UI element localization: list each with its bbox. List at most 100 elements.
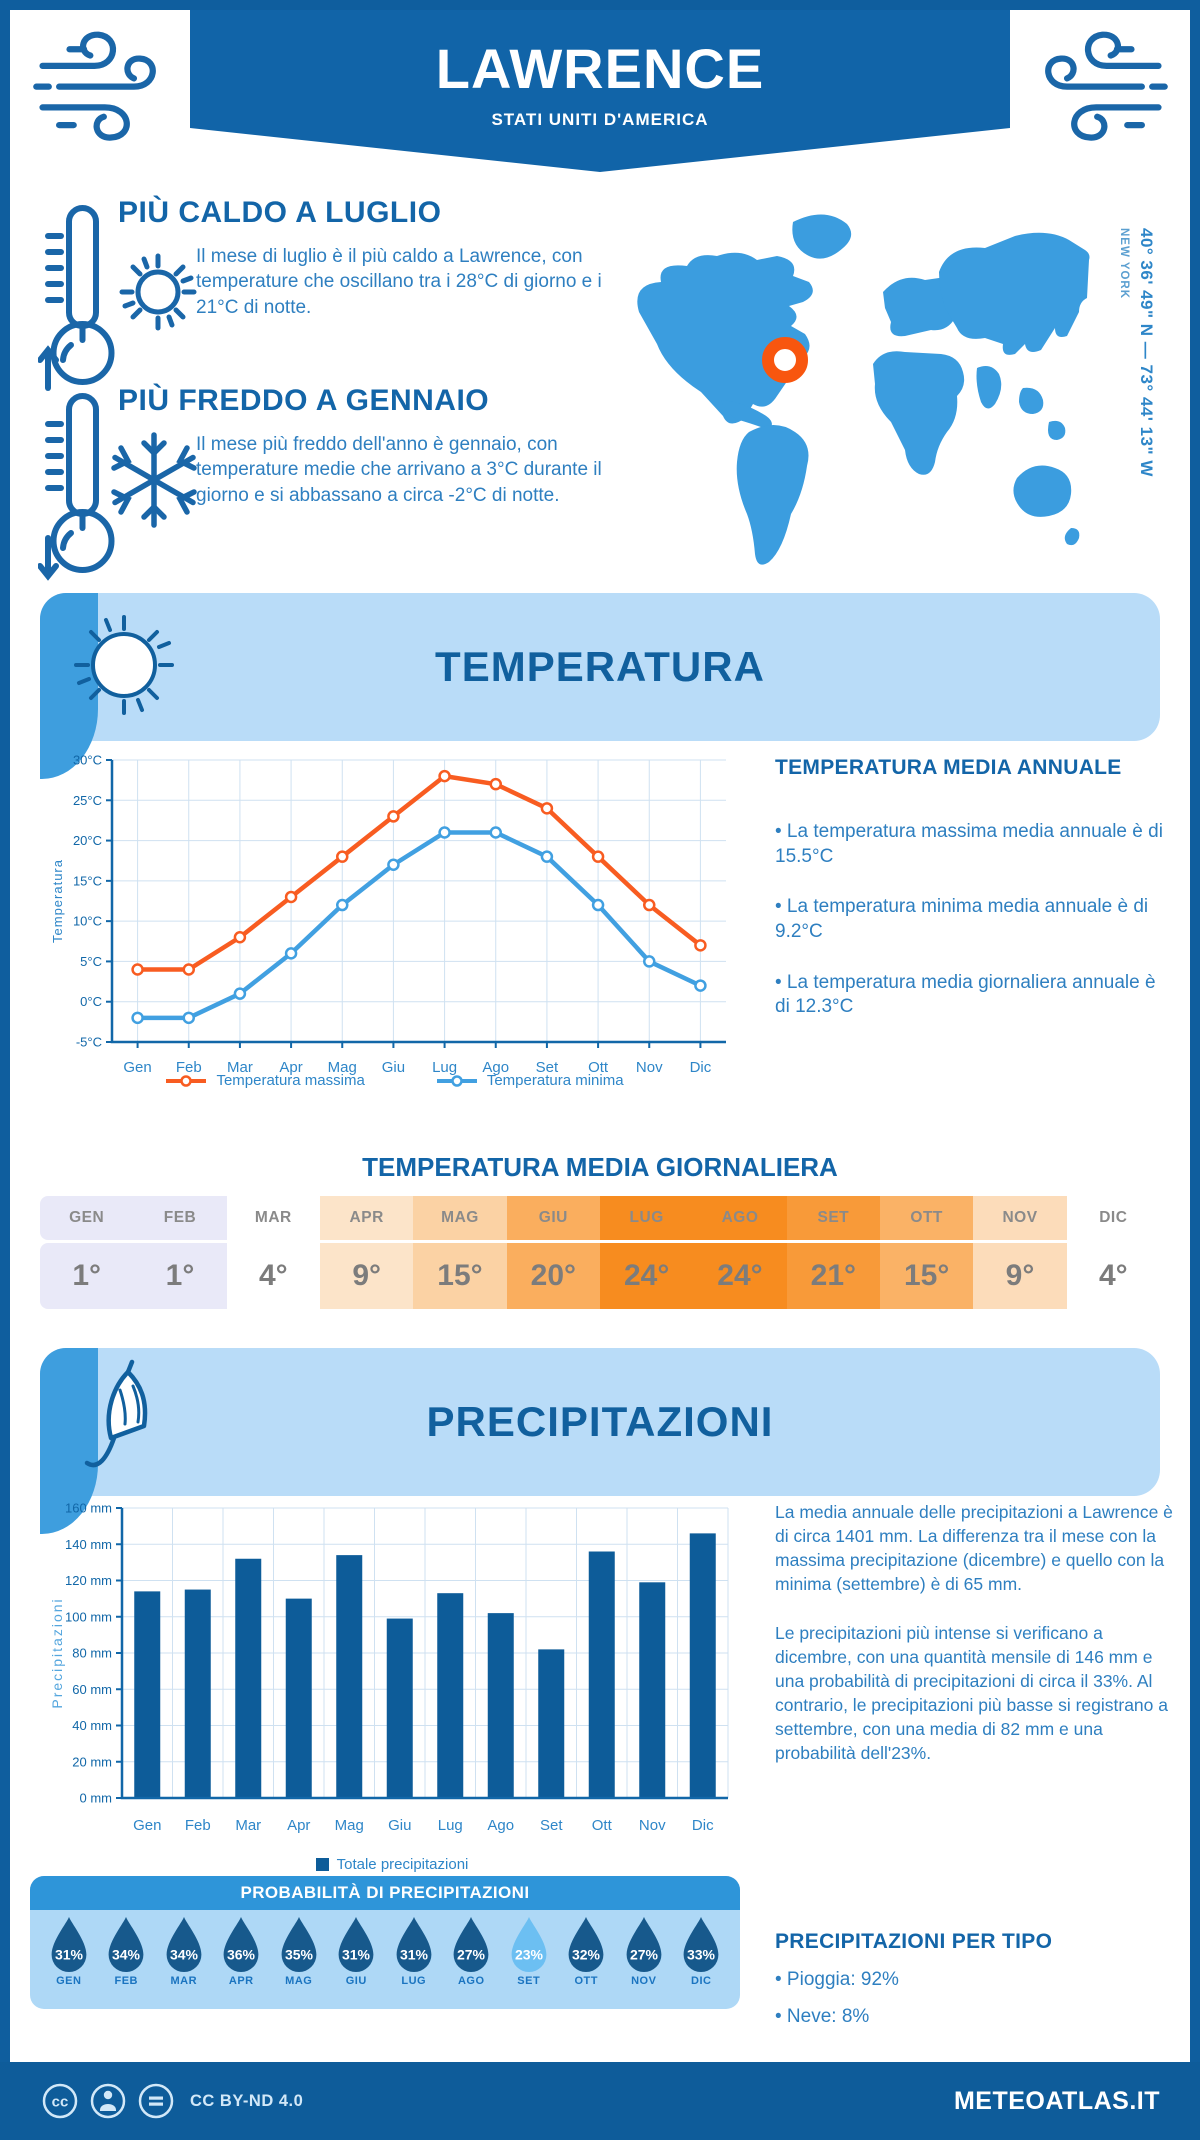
- border-right: [1190, 0, 1200, 2140]
- droplet-month: MAR: [170, 1975, 198, 1987]
- thermometer-up-icon: [38, 205, 115, 391]
- droplet-month: GIU: [345, 1975, 367, 1987]
- table-value-cell: 9°: [973, 1243, 1067, 1309]
- svg-text:Lug: Lug: [438, 1817, 463, 1834]
- droplet-percentage: 34%: [112, 1946, 141, 1962]
- precipitation-section-title: PRECIPITAZIONI: [426, 1398, 774, 1445]
- droplet-percentage: 36%: [227, 1946, 256, 1962]
- map-south-america: [736, 425, 809, 565]
- droplet-month: FEB: [114, 1975, 138, 1987]
- map-new-zealand: [1064, 528, 1080, 546]
- world-map: [637, 214, 1090, 565]
- droplet-percentage: 31%: [400, 1946, 429, 1962]
- license-text: CC BY-ND 4.0: [190, 2091, 304, 2110]
- droplet-icon: 31%: [338, 1916, 374, 1973]
- table-month-cell: GIU: [506, 1196, 600, 1240]
- legend-line-swatch: [166, 1074, 207, 1087]
- coordinates-block: 40° 36' 49" N — 73° 44' 13" W NEW YORK: [1118, 228, 1156, 588]
- annual-bullet: • La temperatura media giornaliera annua…: [775, 971, 1156, 1018]
- droplet-percentage: 27%: [630, 1946, 659, 1962]
- table-value-cell: 24°: [693, 1243, 787, 1309]
- svg-text:cc: cc: [52, 2094, 69, 2111]
- svg-text:Lug: Lug: [432, 1059, 457, 1076]
- table-value-cell: 15°: [880, 1243, 974, 1309]
- svg-text:5°C: 5°C: [80, 954, 102, 969]
- table-month-cell: LUG: [600, 1196, 694, 1240]
- table-value-cell: 21°: [786, 1243, 880, 1309]
- svg-text:Nov: Nov: [636, 1059, 663, 1076]
- probability-droplet: 35% MAG: [270, 1915, 328, 1987]
- banner-wedge: [40, 1348, 98, 1534]
- probability-droplets: 31% GEN 34% FEB 34% MAR 36% APR 35% MAG …: [30, 1910, 740, 1987]
- svg-text:Feb: Feb: [185, 1817, 211, 1834]
- probability-title: PROBABILITÀ DI PRECIPITAZIONI: [30, 1876, 740, 1910]
- svg-text:Gen: Gen: [133, 1817, 161, 1834]
- precipitation-types-title: PRECIPITAZIONI PER TIPO: [775, 1930, 1053, 1953]
- border-left: [0, 0, 10, 2140]
- droplet-icon: 32%: [568, 1916, 604, 1973]
- svg-text:Mag: Mag: [328, 1059, 357, 1076]
- droplet-percentage: 33%: [687, 1946, 716, 1962]
- droplet-icon: 27%: [626, 1916, 662, 1973]
- svg-text:Giu: Giu: [388, 1817, 411, 1834]
- svg-text:0 mm: 0 mm: [80, 1791, 113, 1806]
- legend-item: Temperatura massima: [164, 1072, 365, 1089]
- map-continents: [637, 214, 1090, 565]
- temperature-section-banner: TEMPERATURA: [40, 593, 1160, 779]
- map-central-america: [721, 400, 772, 430]
- probability-droplet: 23% SET: [500, 1915, 558, 1987]
- table-month-cell: MAG: [413, 1196, 507, 1240]
- snowflake-icon: [111, 432, 197, 528]
- svg-text:120 mm: 120 mm: [65, 1573, 112, 1588]
- legend-line-swatch: [436, 1074, 477, 1087]
- svg-text:10°C: 10°C: [73, 914, 102, 929]
- svg-text:15°C: 15°C: [73, 873, 102, 888]
- cc-by-person-icon: [90, 2083, 126, 2119]
- table-value-cell: 4°: [226, 1243, 320, 1309]
- droplet-percentage: 27%: [457, 1946, 486, 1962]
- annual-bullet: • La temperatura massima media annuale è…: [775, 821, 1163, 867]
- legend-item: Totale precipitazioni: [315, 1856, 468, 1873]
- droplet-percentage: 32%: [572, 1946, 601, 1962]
- probability-droplet: 27% NOV: [615, 1915, 673, 1987]
- table-month-cell: FEB: [133, 1196, 227, 1240]
- svg-text:160 mm: 160 mm: [65, 1501, 112, 1516]
- table-month-cell: OTT: [880, 1196, 974, 1240]
- droplet-icon: 34%: [108, 1916, 144, 1973]
- probability-droplet: 31% LUG: [385, 1915, 443, 1987]
- table-value-cell: 4°: [1066, 1243, 1160, 1309]
- temperature-section-title: TEMPERATURA: [435, 643, 765, 690]
- droplet-month: MAG: [285, 1975, 313, 1987]
- wind-icon: [1045, 31, 1168, 141]
- warm-text: Il mese di luglio è il più caldo a Lawre…: [196, 246, 602, 318]
- probability-droplet: 36% APR: [213, 1915, 271, 1987]
- map-se-asia: [1019, 387, 1066, 440]
- probability-droplet: 34% MAR: [155, 1915, 213, 1987]
- cc-nd-icon: [138, 2083, 174, 2119]
- location-marker-center: [773, 348, 797, 372]
- svg-text:20°C: 20°C: [73, 833, 102, 848]
- daily-table-title: TEMPERATURA MEDIA GIORNALIERA: [362, 1152, 838, 1182]
- table-value-cell: 15°: [413, 1243, 507, 1309]
- table-month-cell: APR: [320, 1196, 414, 1240]
- temperature-chart: -5°C 0°C 5°C 10°C 15°C 20°C 25°C 30°C Gen Feb Mar A…: [50, 753, 726, 1076]
- svg-text:Ago: Ago: [487, 1817, 514, 1834]
- precipitation-section-banner: PRECIPITAZIONI: [40, 1348, 1160, 1534]
- svg-text:25°C: 25°C: [73, 793, 102, 808]
- table-value-cell: 20°: [506, 1243, 600, 1309]
- droplet-percentage: 31%: [342, 1946, 371, 1962]
- temperature-chart-legend: Temperatura massima Temperatura minima: [48, 1072, 740, 1089]
- location-marker: [762, 337, 808, 383]
- droplet-month: OTT: [574, 1975, 598, 1987]
- svg-text:30°C: 30°C: [73, 753, 102, 768]
- legend-item: Temperatura minima: [435, 1072, 624, 1089]
- svg-text:80 mm: 80 mm: [72, 1646, 112, 1661]
- svg-text:140 mm: 140 mm: [65, 1537, 112, 1552]
- probability-droplet: 27% AGO: [443, 1915, 501, 1987]
- svg-text:60 mm: 60 mm: [72, 1682, 112, 1697]
- sun-icon: [119, 253, 197, 331]
- city-banner: LAWRENCE STATI UNITI D'AMERICA: [190, 10, 1010, 172]
- page-title: LAWRENCE: [435, 37, 765, 100]
- daily-table-months-row: GEN FEB MAR APR MAG GIU LUG AGO SET OTT NOV DIC: [40, 1196, 1160, 1240]
